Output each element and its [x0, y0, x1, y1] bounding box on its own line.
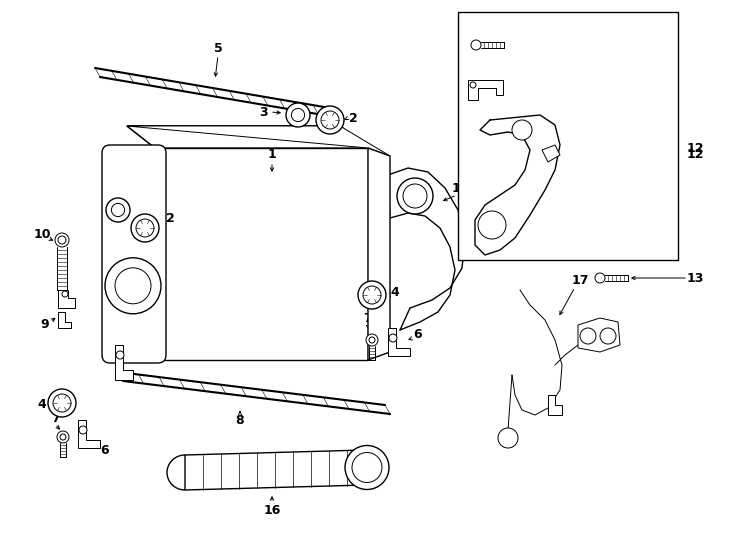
Circle shape [316, 106, 344, 134]
Polygon shape [78, 420, 100, 448]
Circle shape [345, 446, 389, 489]
Circle shape [131, 214, 159, 242]
Circle shape [62, 291, 68, 297]
Text: 9: 9 [40, 319, 49, 332]
Circle shape [352, 453, 382, 483]
Circle shape [79, 426, 87, 434]
Text: 8: 8 [236, 414, 244, 427]
Circle shape [363, 286, 381, 304]
Polygon shape [155, 148, 368, 360]
Polygon shape [468, 80, 503, 100]
Circle shape [115, 268, 151, 304]
Circle shape [397, 178, 433, 214]
Text: 3: 3 [258, 105, 267, 118]
Polygon shape [388, 328, 410, 356]
Circle shape [512, 120, 532, 140]
Circle shape [291, 109, 305, 122]
Circle shape [106, 198, 130, 222]
Polygon shape [115, 345, 133, 380]
Text: 13: 13 [686, 272, 704, 285]
Circle shape [136, 219, 154, 237]
Circle shape [116, 351, 124, 359]
Circle shape [471, 40, 481, 50]
Polygon shape [127, 126, 390, 156]
Text: 2: 2 [349, 111, 357, 125]
Circle shape [478, 211, 506, 239]
Text: 12: 12 [686, 141, 704, 154]
Polygon shape [368, 148, 390, 360]
Text: 4: 4 [37, 399, 46, 411]
Circle shape [48, 389, 76, 417]
Circle shape [366, 334, 378, 346]
Circle shape [286, 103, 310, 127]
Text: 7: 7 [363, 312, 372, 325]
Polygon shape [58, 290, 75, 308]
Polygon shape [127, 126, 368, 148]
Polygon shape [548, 395, 562, 415]
Polygon shape [578, 318, 620, 352]
Text: 15: 15 [562, 36, 578, 49]
Text: 1: 1 [268, 148, 277, 161]
Circle shape [498, 428, 518, 448]
Polygon shape [127, 126, 368, 148]
Circle shape [580, 328, 596, 344]
Circle shape [369, 337, 375, 343]
Polygon shape [542, 145, 560, 162]
Circle shape [600, 328, 616, 344]
Circle shape [358, 281, 386, 309]
Circle shape [53, 394, 71, 412]
Circle shape [403, 184, 427, 208]
Circle shape [60, 434, 66, 440]
Circle shape [105, 258, 161, 314]
Text: 7: 7 [51, 411, 59, 424]
Polygon shape [58, 312, 71, 328]
Circle shape [470, 82, 476, 88]
Circle shape [55, 233, 69, 247]
Text: 6: 6 [101, 443, 109, 456]
Text: 17: 17 [571, 273, 589, 287]
Circle shape [321, 111, 339, 129]
Text: 10: 10 [33, 228, 51, 241]
Bar [458, 12, 678, 260]
Circle shape [58, 236, 66, 244]
Text: 12: 12 [686, 148, 704, 161]
Circle shape [112, 204, 125, 217]
Text: 4: 4 [390, 287, 399, 300]
Text: 3: 3 [111, 186, 120, 199]
Text: 11: 11 [451, 181, 469, 194]
Text: 14: 14 [556, 82, 574, 94]
Text: 6: 6 [414, 328, 422, 341]
Polygon shape [185, 450, 365, 490]
FancyBboxPatch shape [102, 145, 166, 363]
Circle shape [57, 431, 69, 443]
Text: 5: 5 [214, 42, 222, 55]
Circle shape [389, 334, 397, 342]
Circle shape [595, 273, 605, 283]
Text: 16: 16 [264, 503, 280, 516]
Text: 2: 2 [166, 212, 175, 225]
